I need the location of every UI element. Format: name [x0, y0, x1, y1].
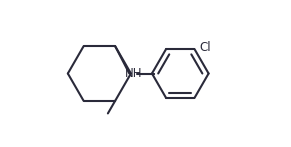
Text: NH: NH [125, 67, 142, 80]
Text: Cl: Cl [199, 41, 211, 54]
